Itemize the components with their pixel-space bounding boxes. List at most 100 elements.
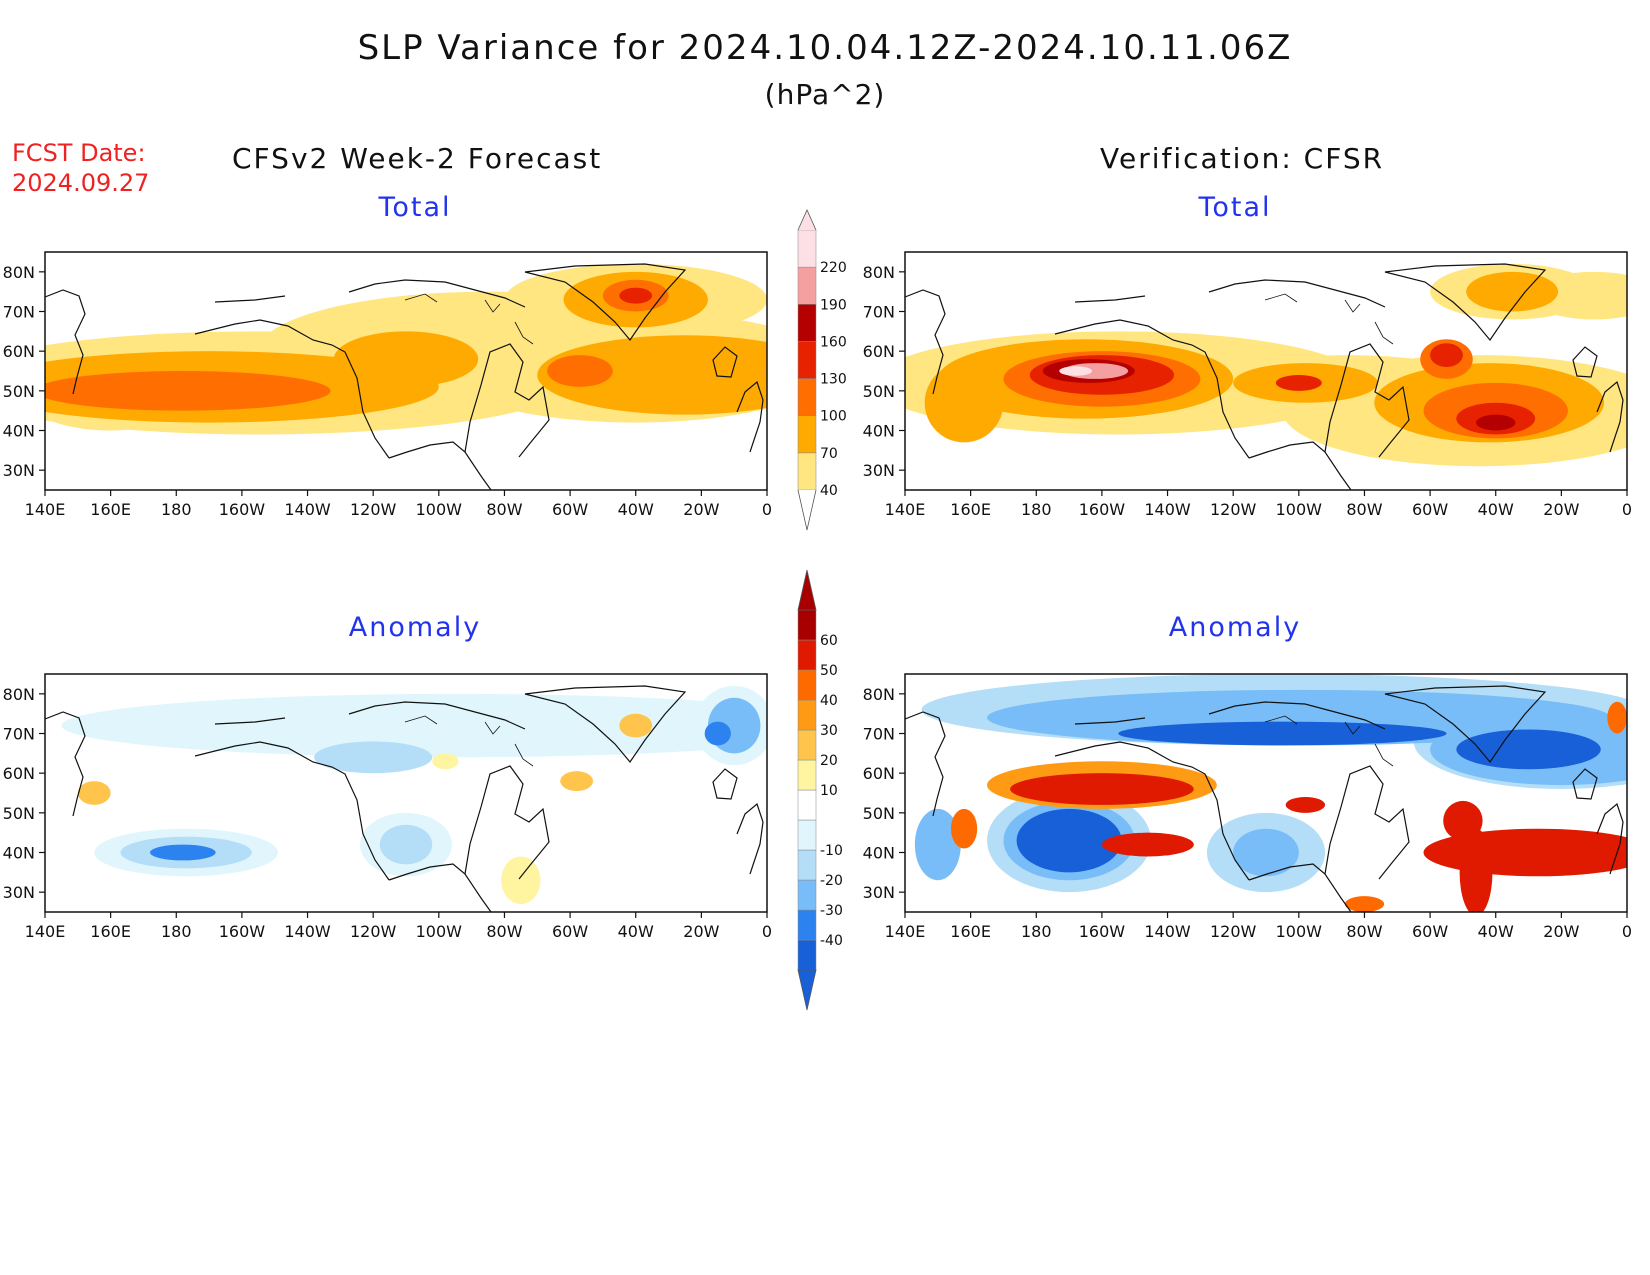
lon-tick-label: 140W	[1144, 500, 1191, 519]
coastline	[712, 346, 738, 378]
lon-tick-label: 100W	[416, 922, 463, 941]
lon-tick-label: 120W	[350, 922, 397, 941]
colorbar-swatch	[797, 341, 817, 379]
shading-contour	[1285, 796, 1326, 813]
map-frame	[44, 673, 768, 913]
lon-tick-label: 20W	[1543, 500, 1579, 519]
lon-tick-label: 60W	[1412, 922, 1448, 941]
lon-tick-label: 160W	[219, 922, 266, 941]
lon-tick-label: 20W	[683, 500, 719, 519]
coastline	[712, 768, 738, 800]
lat-tick-label: 70N	[863, 303, 895, 322]
colorbar-swatch	[797, 452, 817, 491]
coastline	[1208, 279, 1386, 308]
coastline	[348, 701, 526, 730]
coastline	[1596, 380, 1624, 453]
lon-tick-label: 160E	[950, 500, 991, 519]
map-panels-layer: 80N 70N 60N 50N 40N 30N 140E 160E 180 160W 140W 120…	[3, 251, 1632, 941]
lat-tick-label: 30N	[863, 883, 895, 902]
lon-tick-label: 120W	[350, 500, 397, 519]
map-frame	[44, 251, 768, 491]
lon-tick-label: 120W	[1210, 922, 1257, 941]
lat-tick-label: 40N	[3, 422, 35, 441]
lon-tick-label: 160E	[950, 922, 991, 941]
lat-tick-label: 50N	[863, 804, 895, 823]
map-frame	[904, 673, 1628, 913]
colorbar-level-label: 50	[820, 663, 838, 679]
lon-tick-label: 80W	[486, 922, 522, 941]
colorbar-swatch	[797, 879, 817, 911]
shading-contour	[1607, 701, 1627, 734]
shading-contour	[1456, 729, 1601, 770]
colorbar-swatch	[797, 849, 817, 881]
shading-contour	[704, 721, 731, 746]
lon-tick-label: 140W	[1144, 922, 1191, 941]
anomaly-colorbar: -40 -30 -20 -10 10 20 30 40 50 60	[797, 569, 843, 1011]
verification-total-label: Total	[1198, 192, 1272, 223]
colorbar-level-label: 130	[820, 372, 847, 388]
lon-tick-label: 60W	[552, 500, 588, 519]
lon-tick-label: 0	[1622, 500, 1632, 519]
coastline-detail	[1374, 743, 1394, 767]
lat-tick-label: 30N	[3, 461, 35, 480]
coastline-detail	[1344, 299, 1361, 313]
lon-tick-label: 0	[762, 922, 772, 941]
forecast-anomaly-label: Anomaly	[348, 612, 482, 643]
shading-contour	[1010, 773, 1194, 805]
verification-total-map: 80N 70N 60N 50N 40N 30N 140E 160E 180 160W 140W 120…	[863, 251, 1632, 519]
shading-contour	[432, 753, 459, 770]
coastline-detail	[1374, 321, 1394, 345]
colorbar-swatch	[797, 909, 817, 941]
shading-contour	[1443, 800, 1483, 841]
colorbar-level-label: 10	[820, 783, 838, 799]
forecast-anomaly-map: 80N 70N 60N 50N 40N 30N 140E 160E 180 160W 140W 120…	[3, 673, 772, 941]
coastline	[464, 343, 550, 458]
colorbar-level-label: 60	[820, 633, 838, 649]
colorbar-swatch	[797, 729, 817, 761]
lat-tick-label: 60N	[3, 764, 35, 783]
shading-contour	[1466, 271, 1559, 312]
lon-tick-label: 160E	[90, 922, 131, 941]
total-colorbar: 40 70 100 130 160 190 220	[797, 209, 847, 531]
coastlines	[904, 685, 1624, 913]
fcst-date-block: FCST Date: 2024.09.27	[12, 138, 182, 198]
lat-tick-label: 70N	[3, 303, 35, 322]
colorbar-end	[797, 209, 817, 231]
colorbar-swatch	[797, 266, 817, 305]
shading-contour	[501, 856, 541, 905]
colorbar-swatch	[797, 229, 817, 268]
lon-tick-label: 100W	[1276, 500, 1323, 519]
lon-tick-label: 0	[1622, 922, 1632, 941]
lat-tick-label: 50N	[863, 382, 895, 401]
figure-units: (hPa^2)	[764, 78, 886, 111]
shading-contour	[619, 713, 653, 738]
lat-tick-label: 30N	[863, 461, 895, 480]
colorbar-level-label: 190	[820, 297, 847, 313]
lon-tick-label: 20W	[1543, 922, 1579, 941]
forecast-total-map: 80N 70N 60N 50N 40N 30N 140E 160E 180 160W 140W 120…	[3, 251, 772, 519]
shading-contour	[1476, 414, 1516, 431]
shading-contour	[1101, 832, 1194, 857]
lon-tick-label: 180	[161, 500, 192, 519]
verification-anomaly-label: Anomaly	[1168, 612, 1302, 643]
coastline	[1384, 685, 1547, 763]
coastline-detail	[1264, 293, 1298, 303]
coastline-detail	[404, 715, 438, 725]
colorbar-level-label: -10	[820, 843, 843, 859]
lon-tick-label: 120W	[1210, 500, 1257, 519]
colorbar-swatch	[797, 699, 817, 731]
colorbar-level-label: 160	[820, 334, 847, 350]
shading-contour	[150, 844, 216, 861]
coastline	[194, 319, 390, 459]
field-shading	[905, 263, 1627, 467]
colorbar-swatch	[797, 669, 817, 701]
coastline	[388, 863, 492, 913]
lat-tick-label: 80N	[3, 685, 35, 704]
coastline	[524, 263, 687, 341]
colorbar-level-label: 20	[820, 753, 838, 769]
lat-tick-label: 80N	[863, 263, 895, 282]
shading-contour	[1275, 374, 1322, 391]
coastline-detail	[484, 299, 501, 313]
colorbar-swatch	[797, 939, 817, 971]
